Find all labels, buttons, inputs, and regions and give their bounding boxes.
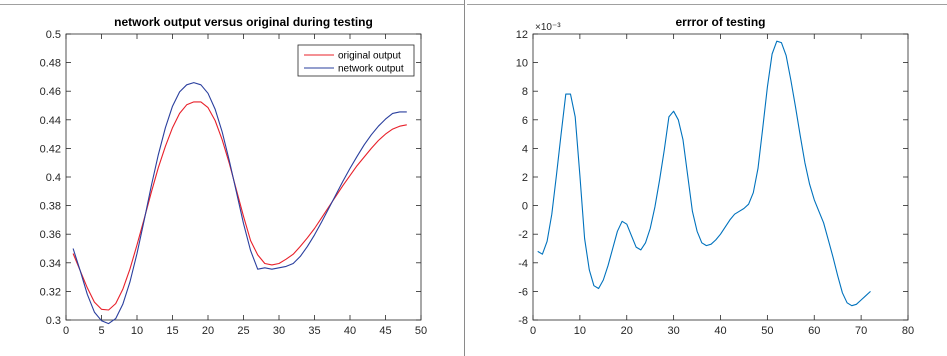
- right-figure-panel: 0 10 20 30 40 50 60 70 80 -8 -6 -4 -2 0 2 4 6 8 10 12 errror…: [466, 0, 947, 356]
- x-tick-label: 80: [902, 325, 914, 337]
- x-tick-label: 70: [855, 325, 867, 337]
- top-rule-right: [467, 4, 947, 5]
- y-tick-label: 0.38: [40, 201, 61, 213]
- y-exponent-label: ×10⁻³: [535, 22, 561, 33]
- panel-divider: [464, 0, 465, 356]
- x-tick-label: 25: [237, 325, 249, 337]
- y-tick-label: 8: [522, 86, 528, 98]
- y-tick-label: 4: [522, 143, 528, 155]
- series-line-network-output: [72, 82, 407, 325]
- x-tick-label: 40: [714, 325, 726, 337]
- y-tick-label: 0.44: [40, 115, 61, 127]
- y-tick-label: -8: [518, 315, 528, 327]
- y-tick-label: 0.5: [46, 29, 61, 41]
- y-tick-label: 0.48: [40, 58, 61, 70]
- y-tick-label: 0.46: [40, 86, 61, 98]
- y-tick-label: 0.3: [46, 315, 61, 327]
- y-tick-label: 0: [522, 201, 528, 213]
- x-tick-label: 10: [574, 325, 586, 337]
- y-tick-label: 12: [516, 29, 528, 41]
- x-tick-label: 30: [273, 325, 285, 337]
- y-tick-label: 0.32: [40, 286, 61, 298]
- x-tick-label: 60: [808, 325, 820, 337]
- legend-item: network output: [338, 64, 404, 75]
- x-tick-label: 50: [761, 325, 773, 337]
- legend-box: [297, 44, 415, 77]
- y-tick-label: 0.36: [40, 229, 61, 241]
- x-tick-label: 20: [621, 325, 633, 337]
- x-tick-label: 50: [415, 325, 427, 337]
- y-tick-label: -2: [518, 229, 528, 241]
- y-tick-label: 6: [522, 115, 528, 127]
- y-tick-label: 0.4: [46, 172, 61, 184]
- x-tick-label: 0: [63, 325, 69, 337]
- x-tick-label: 35: [308, 325, 320, 337]
- x-tick-label: 30: [668, 325, 680, 337]
- x-tick-label: 0: [530, 325, 536, 337]
- chart-title: errror of testing: [675, 15, 765, 29]
- left-chart-svg: 0 5 10 15 20 25 30 35 40 45 50 0.3 0.32 0.34 0.36 0.38 0…: [40, 15, 428, 337]
- top-rule-left: [0, 4, 464, 5]
- y-tick-label: -4: [518, 258, 528, 270]
- y-tick-label: 0.42: [40, 143, 61, 155]
- series-line-original-output: [72, 101, 407, 311]
- left-figure-panel: 0 5 10 15 20 25 30 35 40 45 50 0.3 0.32 0.34 0.36 0.38 0…: [0, 0, 465, 356]
- y-tick-label: -6: [518, 286, 528, 298]
- y-tick-label: 0.34: [40, 258, 61, 270]
- chart-title: network output versus original during te…: [114, 15, 373, 29]
- y-tick-label: 10: [516, 58, 528, 70]
- x-tick-label: 15: [166, 325, 178, 337]
- right-chart-svg: 0 10 20 30 40 50 60 70 80 -8 -6 -4 -2 0 2 4 6 8 10 12 errror…: [516, 15, 914, 337]
- plot-area-frame: [532, 33, 909, 321]
- x-tick-label: 40: [344, 325, 356, 337]
- x-tick-label: 45: [379, 325, 391, 337]
- legend-item: original output: [338, 51, 401, 62]
- x-tick-label: 5: [98, 325, 104, 337]
- x-tick-label: 20: [202, 325, 214, 337]
- x-tick-label: 10: [131, 325, 143, 337]
- series-line-error: [537, 40, 871, 307]
- y-tick-label: 2: [522, 172, 528, 184]
- plot-area-frame: [65, 33, 422, 321]
